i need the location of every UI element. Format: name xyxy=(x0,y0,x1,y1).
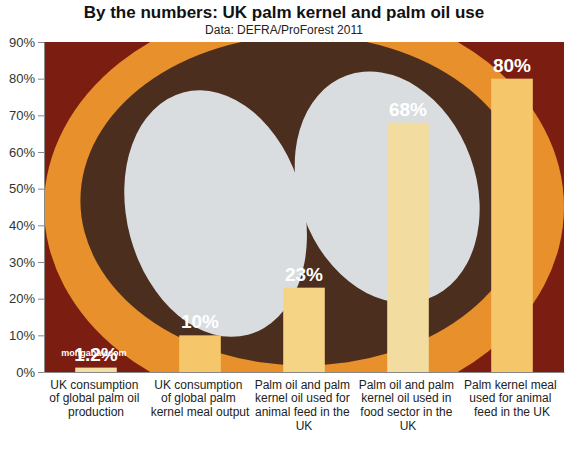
x-axis: UK consumption of global palm oil produc… xyxy=(45,373,565,433)
x-tick: Palm oil and palm kernel oil used for an… xyxy=(255,378,354,433)
y-tick-label: 20% xyxy=(9,291,35,306)
x-tick-label-line: feed in the UK xyxy=(474,405,550,419)
y-tick-mark xyxy=(38,299,44,300)
y-tick-mark xyxy=(38,262,44,263)
background-image xyxy=(44,42,564,372)
y-tick-label: 70% xyxy=(9,108,35,123)
x-tick-label-line: Palm oil and palm xyxy=(359,378,458,392)
subtitle: Data: DEFRA/ProForest 2011 xyxy=(205,23,363,37)
y-tick-mark xyxy=(38,335,44,336)
x-tick: Palm oil and palm kernel oil used in foo… xyxy=(359,378,458,433)
plot: 0% 10% 20% 30% 40% 50% 60% 70% 80% 90% UK consumpt… xyxy=(9,2,565,433)
x-tick-label: UK consumption of global palm oil produc… xyxy=(49,378,142,420)
bar xyxy=(75,368,117,372)
data-labels: 1.2%10%23%68%80% xyxy=(74,55,531,365)
x-tick-label-line: production xyxy=(68,405,124,419)
data-label: 68% xyxy=(389,99,427,120)
y-tick-label: 80% xyxy=(9,71,35,86)
y-tick: 20% xyxy=(9,291,44,306)
x-tick-label-line: kernel oil used in xyxy=(361,391,454,405)
x-tick: Palm kernel meal used for animal feed in… xyxy=(464,378,560,420)
title: By the numbers: UK palm kernel and palm … xyxy=(84,3,485,22)
x-tick-label-line: UK xyxy=(400,419,417,433)
y-tick-mark xyxy=(38,79,44,80)
bars xyxy=(75,79,533,372)
y-tick-label: 0% xyxy=(16,365,35,380)
x-tick-label: Palm oil and palm kernel oil used in foo… xyxy=(359,378,458,433)
y-tick-mark xyxy=(38,189,44,190)
x-tick-label: Palm kernel meal used for animal feed in… xyxy=(464,378,560,420)
bar xyxy=(179,335,221,372)
y-tick-mark xyxy=(38,115,44,116)
data-label: 10% xyxy=(181,311,219,332)
y-axis-line xyxy=(44,43,45,373)
x-tick-label-line: UK consumption xyxy=(154,378,245,392)
y-tick-label: 30% xyxy=(9,255,35,270)
x-tick: UK consumption of global palm kernel mea… xyxy=(151,378,250,420)
chart-root: By the numbers: UK palm kernel and palm … xyxy=(0,0,568,456)
x-tick-label-line: kernel oil used for xyxy=(255,391,353,405)
y-tick: 0% xyxy=(16,365,44,380)
y-tick-mark xyxy=(38,372,44,373)
bar xyxy=(387,123,429,372)
x-axis-line xyxy=(45,372,565,373)
y-tick-mark xyxy=(38,152,44,153)
x-tick-label-line: kernel meal output xyxy=(151,405,250,419)
y-tick: 40% xyxy=(9,218,44,233)
annotation: mongabay.com xyxy=(61,348,126,358)
chart-svg: By the numbers: UK palm kernel and palm … xyxy=(0,0,568,456)
data-label: 23% xyxy=(285,264,323,285)
y-tick-label: 90% xyxy=(9,35,35,50)
x-tick-label-line: food sector in the xyxy=(360,405,455,419)
x-tick: UK consumption of global palm oil produc… xyxy=(49,378,142,420)
x-tick-label-line: used for animal xyxy=(469,391,554,405)
x-tick-label-line: Palm kernel meal xyxy=(464,378,560,392)
bar xyxy=(283,288,325,372)
x-tick-label-line: of global palm oil xyxy=(49,391,142,405)
y-axis: 0% 10% 20% 30% 40% 50% 60% 70% 80% 90% xyxy=(9,35,45,380)
x-tick-label-line: Palm oil and palm xyxy=(255,378,354,392)
x-tick-label: Palm oil and palm kernel oil used for an… xyxy=(255,378,354,433)
y-tick-mark xyxy=(38,225,44,226)
y-tick-label: 10% xyxy=(9,328,35,343)
x-tick-label-line: of global palm xyxy=(161,391,239,405)
x-tick-label: UK consumption of global palm kernel mea… xyxy=(151,378,250,420)
bar xyxy=(491,79,533,372)
y-tick-label: 40% xyxy=(9,218,35,233)
y-tick: 30% xyxy=(9,255,44,270)
fruit-flesh xyxy=(44,42,564,372)
y-tick: 80% xyxy=(9,71,44,86)
x-tick-label-line: UK consumption xyxy=(50,378,141,392)
data-label: 80% xyxy=(493,55,531,76)
y-tick: 90% xyxy=(9,35,44,50)
x-tick-label-line: UK xyxy=(296,419,313,433)
y-tick-mark xyxy=(38,42,44,43)
y-tick: 60% xyxy=(9,145,44,160)
x-tick-label-line: animal feed in the xyxy=(255,405,353,419)
y-tick-label: 60% xyxy=(9,145,35,160)
y-tick-label: 50% xyxy=(9,181,35,196)
y-tick: 50% xyxy=(9,181,44,196)
y-tick: 70% xyxy=(9,108,44,123)
y-tick: 10% xyxy=(9,328,44,343)
